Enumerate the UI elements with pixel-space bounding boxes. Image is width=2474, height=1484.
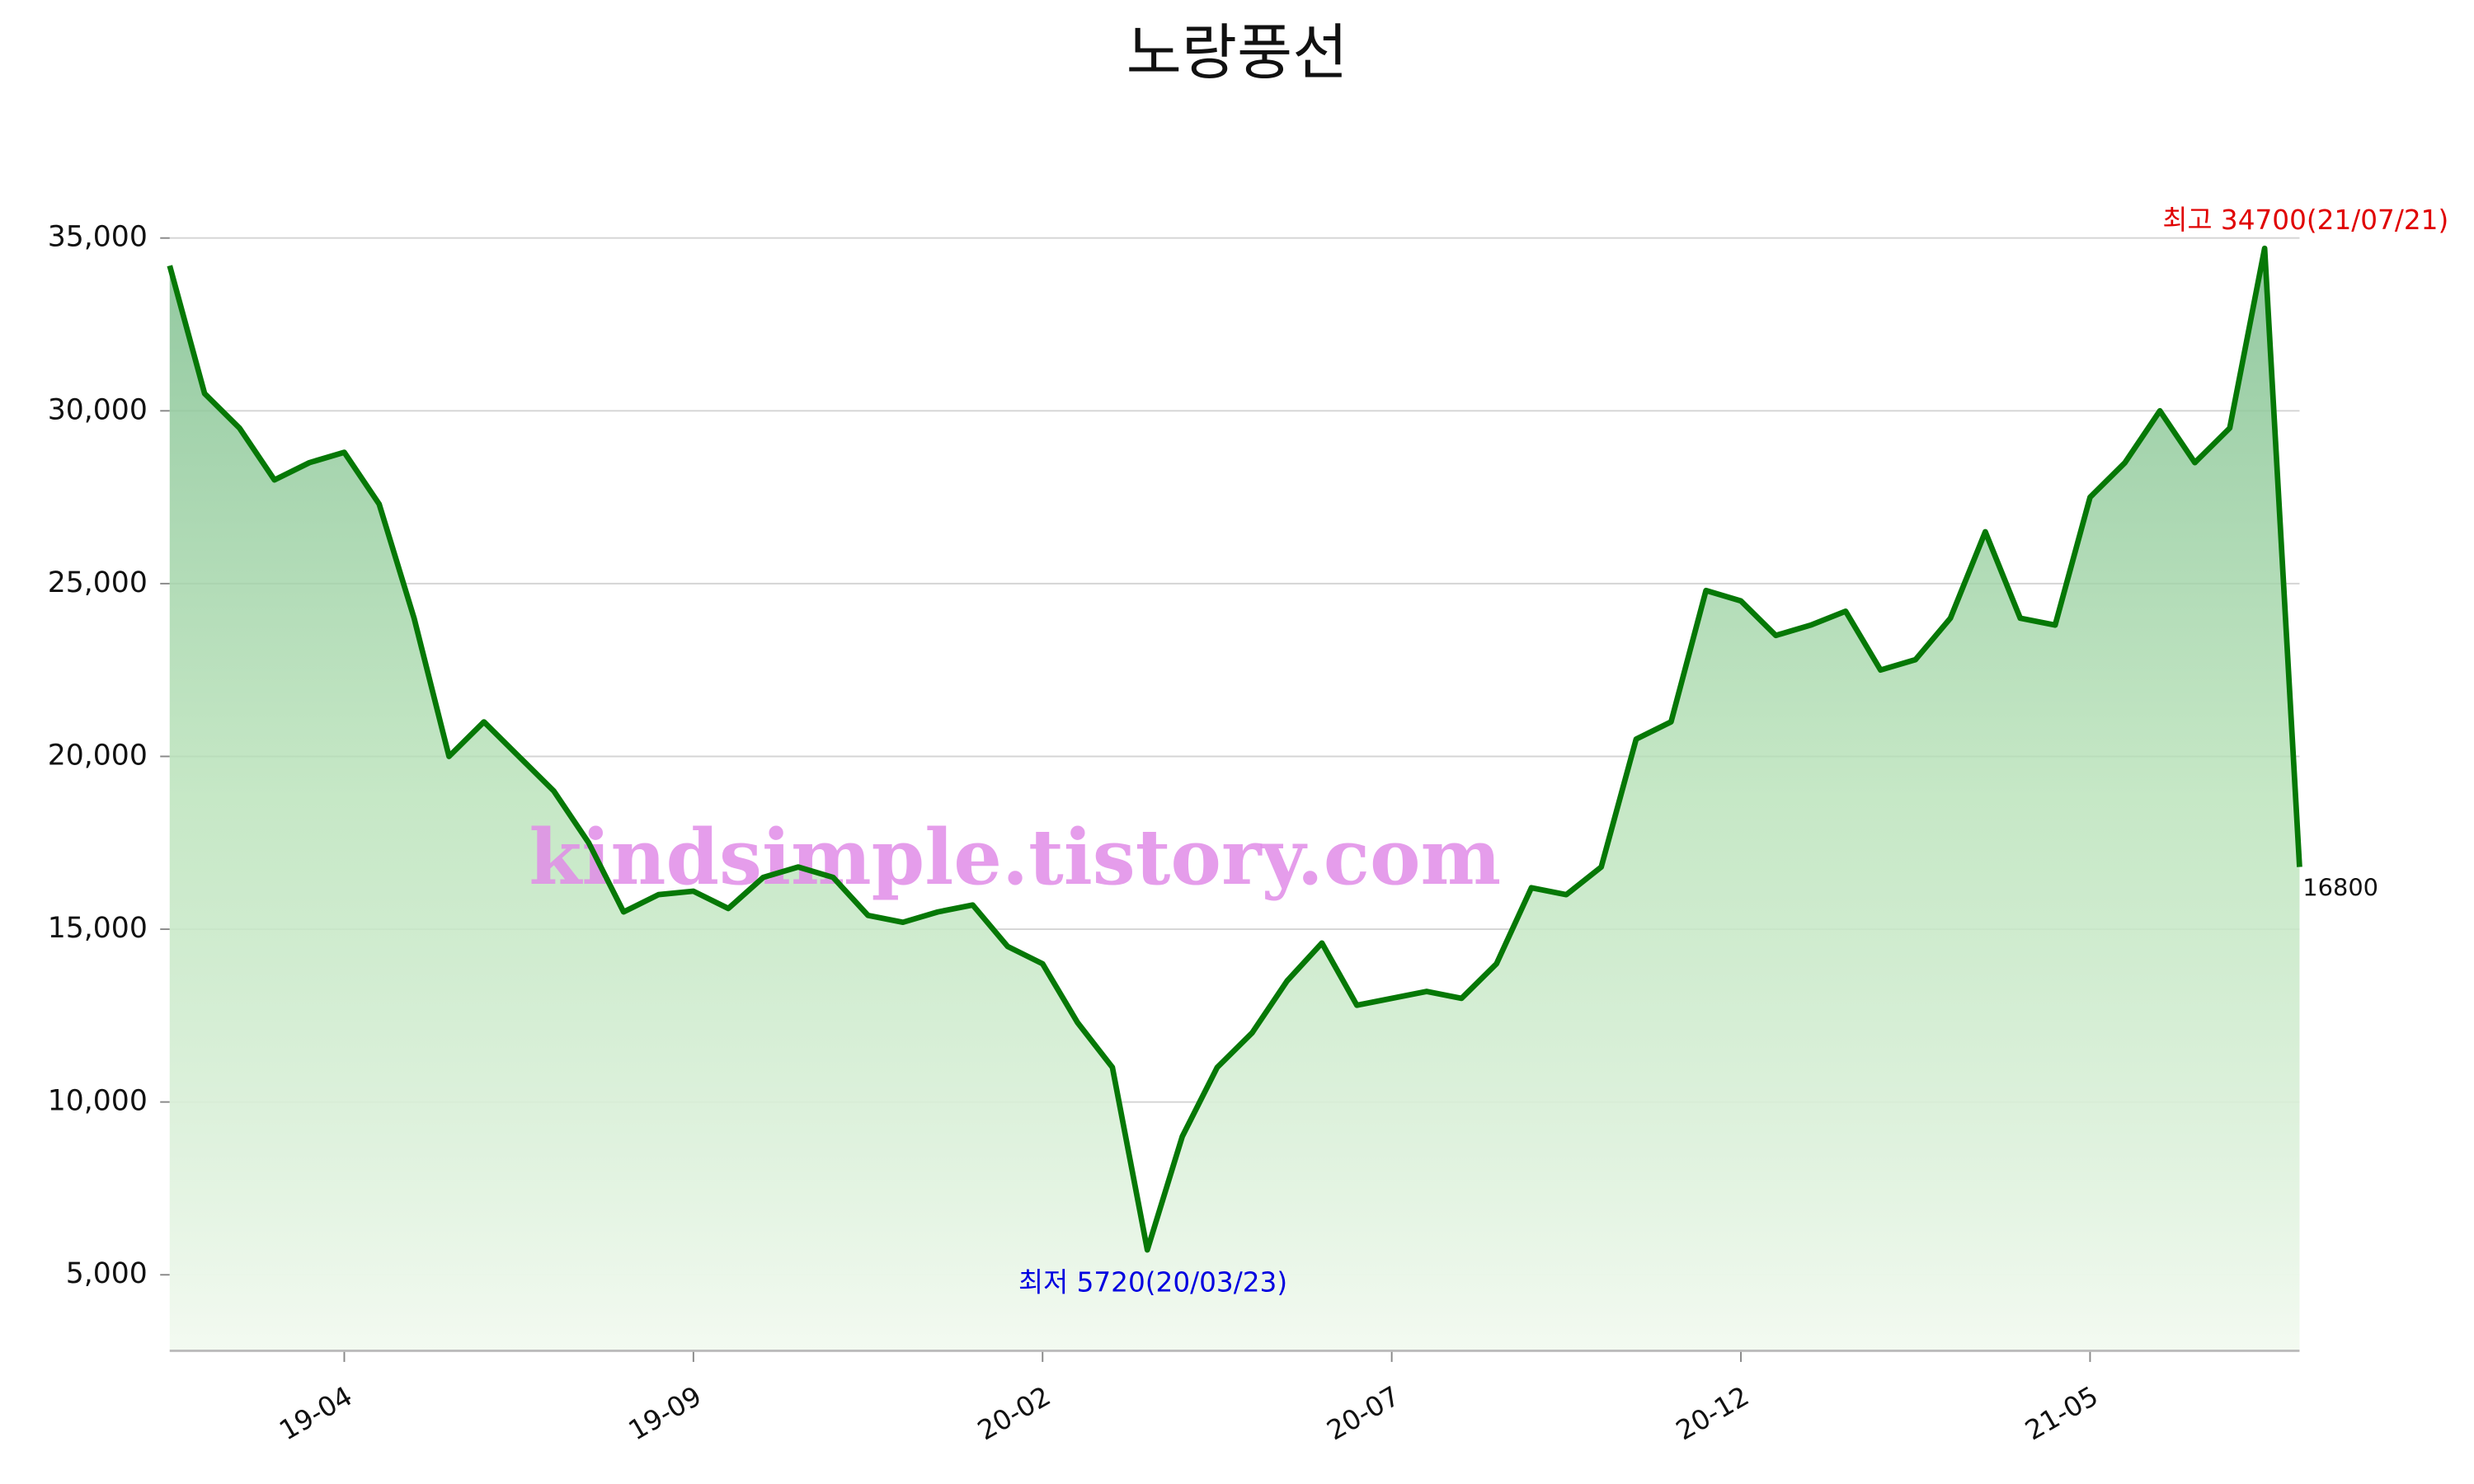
x-tick-label: 20-02: [972, 1380, 1056, 1446]
x-tick-label: 21-05: [2020, 1380, 2103, 1446]
y-tick-label: 30,000: [48, 393, 148, 426]
x-tick-label: 20-12: [1671, 1380, 1754, 1446]
last-value-label: 16800: [2302, 874, 2378, 902]
y-tick-label: 20,000: [48, 739, 148, 772]
high-annotation: 최고 34700(21/07/21): [2162, 204, 2448, 236]
low-annotation: 최저 5720(20/03/23): [1018, 1267, 1287, 1298]
y-tick-label: 15,000: [48, 912, 148, 945]
x-tick-label: 19-09: [623, 1380, 707, 1446]
watermark: kindsimple.tistory.com: [529, 812, 1501, 902]
x-tick-label: 19-04: [274, 1380, 357, 1446]
y-tick-label: 35,000: [48, 221, 148, 254]
x-tick-label: 20-07: [1322, 1380, 1405, 1446]
y-tick-label: 10,000: [48, 1085, 148, 1118]
y-tick-label: 25,000: [48, 566, 148, 599]
chart-title: 노랑풍선: [1126, 18, 1348, 88]
y-tick-label: 5,000: [66, 1257, 148, 1290]
price-line: [167, 245, 2302, 1253]
area: [169, 248, 2300, 1351]
area-group: [169, 248, 2300, 1351]
